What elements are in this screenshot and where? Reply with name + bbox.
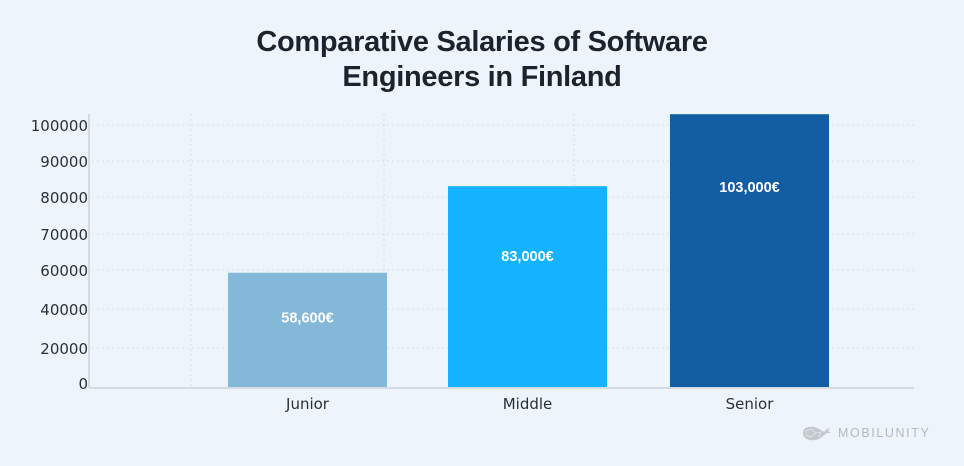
bar-junior: [228, 272, 387, 387]
y-tick-label: 0: [78, 375, 88, 393]
y-tick-label: 80000: [40, 189, 88, 207]
whale-icon: [803, 426, 831, 441]
x-tick-label: Middle: [503, 395, 553, 413]
chart-title-line-1: Comparative Salaries of Software: [256, 26, 708, 58]
y-axis-ticks: 0 20000 40000 60000 70000 80000 90000 100000: [31, 117, 88, 393]
chart-title: Comparative Salaries of Software Enginee…: [0, 25, 964, 95]
brand-name: MOBILUNITY: [838, 426, 931, 440]
bars: 58,600€ 83,000€ 103,000€: [228, 114, 829, 387]
y-tick-label: 100000: [31, 117, 88, 135]
data-label: 83,000€: [501, 249, 553, 265]
bar-middle: [448, 186, 607, 387]
data-label: 103,000€: [719, 180, 779, 196]
data-label: 58,600€: [281, 311, 333, 327]
mobilunity-logo: MOBILUNITY: [802, 424, 930, 442]
y-tick-label: 90000: [40, 153, 88, 171]
y-tick-label: 40000: [40, 301, 88, 319]
chart-title-line-2: Engineers in Finland: [342, 61, 622, 93]
x-tick-label: Junior: [285, 395, 330, 413]
x-axis-ticks: Junior Middle Senior: [285, 395, 774, 413]
y-tick-label: 70000: [40, 226, 88, 244]
bar-senior: [670, 114, 829, 387]
y-tick-label: 20000: [40, 340, 88, 358]
x-tick-label: Senior: [726, 395, 775, 413]
y-tick-label: 60000: [40, 262, 88, 280]
